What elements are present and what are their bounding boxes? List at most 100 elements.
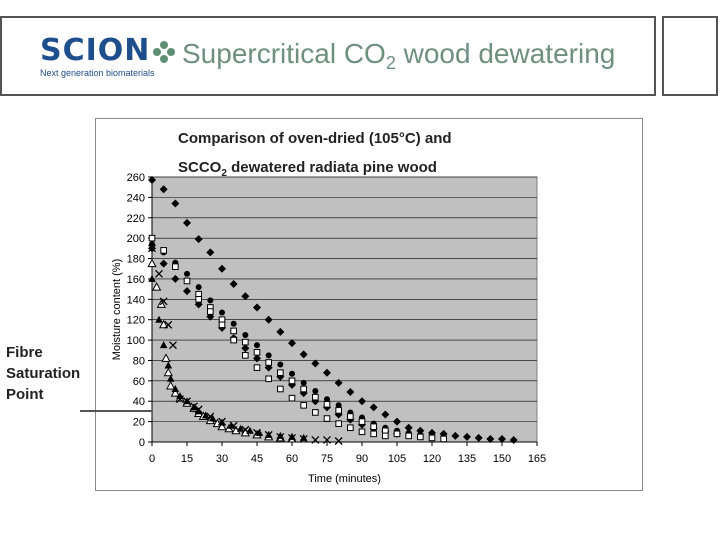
data-point-triangle xyxy=(299,433,308,441)
data-point-cross xyxy=(190,402,198,411)
data-point-cross xyxy=(206,412,215,421)
data-point-square xyxy=(335,407,342,414)
data-point-diamond xyxy=(241,292,250,301)
data-point-cross xyxy=(148,244,156,253)
data-point-triangle xyxy=(164,361,173,369)
data-point-cross xyxy=(229,421,238,430)
data-point-triangle xyxy=(152,282,162,291)
y-tick-label: 80 xyxy=(133,355,145,367)
data-point-diamond xyxy=(264,315,273,324)
data-point-square xyxy=(218,321,226,329)
y-tick-label: 180 xyxy=(127,254,145,266)
data-point-diamond xyxy=(159,259,168,268)
y-tick-label: 120 xyxy=(127,315,145,327)
fsp-pointer-line xyxy=(80,410,152,412)
fsp-line3: Point xyxy=(6,386,44,403)
slide-title: Supercritical CO2 wood dewatering xyxy=(182,38,615,74)
data-point-square xyxy=(312,393,319,401)
data-point-diamond xyxy=(206,248,215,257)
data-point-circle xyxy=(265,352,272,359)
data-point-square xyxy=(440,435,447,443)
data-point-square xyxy=(183,277,191,285)
data-point-cross xyxy=(164,320,173,329)
x-tick-label: 15 xyxy=(181,453,193,465)
data-point-cross xyxy=(288,433,296,442)
data-point-circle xyxy=(277,361,284,368)
data-point-square xyxy=(195,296,202,303)
data-point-square xyxy=(312,409,319,416)
data-point-diamond xyxy=(171,199,180,208)
fsp-line1: Fibre xyxy=(6,344,43,361)
data-point-cross xyxy=(169,341,177,350)
data-point-diamond xyxy=(404,423,413,432)
data-point-triangle xyxy=(276,431,285,439)
data-point-cross xyxy=(299,434,308,443)
x-tick-label: 165 xyxy=(528,453,546,465)
data-point-diamond xyxy=(498,434,506,443)
data-point-circle xyxy=(242,331,249,338)
data-point-cross xyxy=(264,430,273,439)
data-point-triangle xyxy=(147,258,157,268)
data-point-square xyxy=(417,433,424,441)
data-point-circle xyxy=(149,241,155,248)
y-tick-label: 220 xyxy=(127,213,145,225)
data-point-square xyxy=(242,338,249,346)
y-tick-label: 200 xyxy=(127,233,145,245)
data-point-diamond xyxy=(451,431,460,440)
data-point-triangle xyxy=(159,341,168,349)
data-point-square xyxy=(277,385,284,393)
data-point-square xyxy=(148,234,156,242)
data-point-square xyxy=(300,385,307,393)
data-point-triangle xyxy=(217,421,227,431)
y-axis-label: Moisture content (%) xyxy=(111,259,123,360)
data-point-diamond xyxy=(148,176,156,185)
data-point-triangle xyxy=(163,367,173,377)
y-tick-label: 60 xyxy=(133,376,145,388)
data-point-square xyxy=(300,402,307,409)
data-point-triangle xyxy=(236,424,245,432)
data-point-cross xyxy=(241,425,250,434)
data-point-square xyxy=(265,375,272,383)
data-point-square xyxy=(358,418,366,425)
data-point-square xyxy=(370,423,377,431)
data-point-diamond xyxy=(486,434,495,443)
data-point-triangle xyxy=(171,385,180,392)
data-point-diamond xyxy=(183,218,191,227)
data-point-triangle xyxy=(288,432,296,440)
chart-title-line2-rest: dewatered radiata pine wood xyxy=(226,159,437,176)
data-point-circle xyxy=(219,309,225,316)
data-point-square xyxy=(347,424,354,432)
data-point-cross xyxy=(194,405,203,414)
title-rest: wood dewatering xyxy=(395,38,616,69)
data-point-cross xyxy=(334,437,343,445)
fsp-line2: Saturation xyxy=(6,365,81,382)
data-point-diamond xyxy=(171,274,180,283)
data-point-square xyxy=(405,432,412,440)
y-tick-label: 20 xyxy=(133,417,145,429)
data-point-cross xyxy=(253,428,261,437)
data-point-cross xyxy=(176,395,184,404)
logo-tagline: Next generation biomaterials xyxy=(40,68,155,78)
x-tick-label: 120 xyxy=(423,453,441,465)
logo-word: SCION xyxy=(40,33,151,68)
data-point-circle xyxy=(300,379,307,386)
data-point-circle xyxy=(312,388,319,395)
x-tick-label: 105 xyxy=(388,453,406,465)
data-point-circle xyxy=(289,370,295,377)
y-tick-label: 40 xyxy=(133,396,145,408)
data-point-triangle xyxy=(194,407,203,415)
y-tick-label: 100 xyxy=(127,335,145,347)
data-point-diamond xyxy=(369,403,378,412)
data-point-square xyxy=(160,247,167,254)
data-point-diamond xyxy=(159,185,168,194)
data-point-diamond xyxy=(183,287,191,296)
plot-area xyxy=(151,176,538,443)
data-point-square xyxy=(335,420,342,427)
data-point-triangle xyxy=(161,353,171,362)
data-point-diamond xyxy=(276,327,285,336)
data-point-circle xyxy=(254,342,260,349)
data-point-diamond xyxy=(509,435,518,444)
data-point-square xyxy=(393,430,401,438)
fsp-annotation: Fibre Saturation Point xyxy=(6,342,80,405)
